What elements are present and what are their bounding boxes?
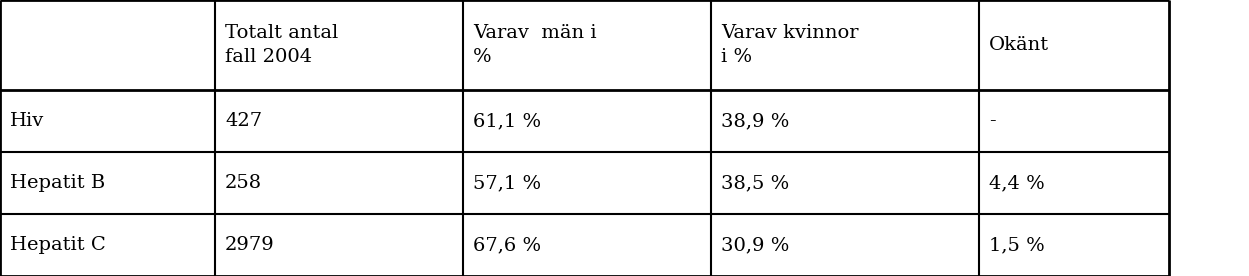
- Text: 30,9 %: 30,9 %: [721, 236, 789, 254]
- Text: -: -: [989, 112, 995, 130]
- Text: 38,5 %: 38,5 %: [721, 174, 789, 192]
- Text: Totalt antal
fall 2004: Totalt antal fall 2004: [225, 24, 338, 66]
- Text: 2979: 2979: [225, 236, 275, 254]
- Text: Okänt: Okänt: [989, 36, 1049, 54]
- Text: 258: 258: [225, 174, 262, 192]
- Text: Varav kvinnor
i %: Varav kvinnor i %: [721, 24, 858, 66]
- Text: 57,1 %: 57,1 %: [473, 174, 541, 192]
- Text: Hepatit B: Hepatit B: [10, 174, 105, 192]
- Text: 38,9 %: 38,9 %: [721, 112, 789, 130]
- Text: Hiv: Hiv: [10, 112, 44, 130]
- Text: 1,5 %: 1,5 %: [989, 236, 1044, 254]
- Text: 61,1 %: 61,1 %: [473, 112, 541, 130]
- Text: Varav  män i
%: Varav män i %: [473, 24, 597, 66]
- Text: 4,4 %: 4,4 %: [989, 174, 1044, 192]
- Text: 427: 427: [225, 112, 262, 130]
- Text: Hepatit C: Hepatit C: [10, 236, 106, 254]
- Text: 67,6 %: 67,6 %: [473, 236, 541, 254]
